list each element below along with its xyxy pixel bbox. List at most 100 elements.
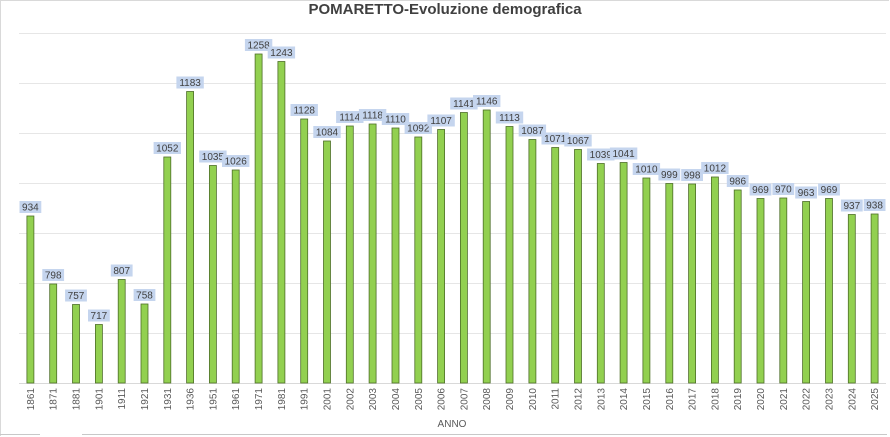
- bar-2003: [368, 123, 377, 384]
- x-tick-label: 1991: [300, 388, 311, 411]
- x-tick-label: 2009: [505, 388, 516, 411]
- data-label-background: [290, 104, 318, 116]
- bar-2018: [711, 176, 719, 384]
- data-label-background: [381, 113, 410, 125]
- x-tick-label: 2021: [779, 388, 790, 411]
- data-label: 1258: [247, 41, 270, 52]
- data-label: 1243: [270, 48, 293, 59]
- bar-1981: [277, 61, 286, 384]
- data-label-background: [404, 122, 432, 134]
- bar-1961: [231, 169, 240, 384]
- x-tick-label: 2003: [368, 388, 379, 411]
- bar-2015: [642, 177, 651, 384]
- x-axis-title: ANNO: [438, 419, 467, 430]
- data-label-background: [609, 147, 638, 160]
- x-tick-label: 2008: [482, 388, 493, 411]
- data-label: 969: [821, 185, 838, 196]
- data-label-background: [772, 183, 795, 195]
- x-tick-label: 2007: [459, 388, 470, 411]
- data-label-background: [863, 199, 886, 211]
- data-label: 1039: [590, 150, 613, 161]
- x-tick-label: 2020: [756, 388, 767, 411]
- x-tick-label: 1871: [49, 388, 60, 411]
- x-tick-label: 2018: [710, 388, 721, 411]
- data-label: 938: [866, 201, 883, 212]
- data-label: 807: [113, 266, 130, 277]
- bar-1971: [254, 53, 263, 384]
- data-label: 937: [843, 201, 860, 212]
- data-label-background: [153, 142, 181, 154]
- x-tick-label: 1911: [117, 388, 128, 410]
- data-label: 1113: [499, 113, 520, 124]
- data-label: 1010: [635, 165, 658, 176]
- data-label-background: [840, 199, 863, 212]
- x-tick-label: 2005: [414, 388, 425, 411]
- bar-2001: [323, 140, 331, 384]
- data-label: 1183: [179, 78, 201, 89]
- data-label-background: [518, 124, 547, 137]
- bar-1921: [140, 303, 149, 384]
- data-label: 1146: [476, 97, 498, 108]
- data-label-background: [658, 168, 681, 181]
- bar-2004: [391, 127, 400, 384]
- x-tick-label: 2002: [345, 388, 356, 411]
- chart-title: POMARETTO-Evoluzione demografica: [308, 1, 582, 18]
- x-tick-label: 2019: [733, 388, 744, 411]
- x-tick-label: 2004: [391, 388, 402, 411]
- bar-2020: [756, 198, 765, 384]
- bar-2017: [688, 183, 696, 384]
- bar-2007: [459, 112, 468, 384]
- data-label-background: [587, 148, 615, 161]
- data-label-background: [133, 289, 156, 301]
- bar-1936: [186, 91, 195, 384]
- data-label-background: [267, 46, 296, 59]
- data-label: 1035: [202, 152, 225, 163]
- bar-2012: [574, 149, 582, 384]
- bar-2019: [733, 189, 742, 384]
- data-label: 798: [45, 271, 62, 282]
- x-tick-label: 2014: [619, 388, 630, 411]
- bar-2005: [414, 136, 423, 384]
- data-label-background: [681, 169, 703, 181]
- data-label-background: [701, 162, 729, 174]
- data-label-background: [176, 76, 204, 89]
- data-label: 1087: [521, 126, 544, 137]
- data-label-background: [42, 269, 65, 281]
- x-tick-label: 1861: [26, 388, 37, 411]
- data-label-background: [313, 126, 341, 138]
- bar-2021: [779, 197, 788, 384]
- x-tick-label: 2017: [688, 388, 699, 411]
- x-tick-label: 2022: [802, 388, 813, 411]
- data-label: 999: [661, 170, 678, 181]
- data-label-background: [427, 114, 455, 127]
- x-tick-label: 1971: [254, 388, 265, 411]
- data-label: 1107: [430, 116, 452, 127]
- x-tick-label: 2001: [323, 388, 334, 411]
- data-label-background: [726, 175, 749, 187]
- data-labels: 934 798 757 717 807 758 1052 1183 1035 1026 125812…: [19, 39, 886, 322]
- x-tick-label: 2010: [528, 388, 539, 411]
- data-label: 969: [752, 185, 769, 196]
- x-tick-label: 2013: [596, 388, 607, 411]
- data-label: 758: [136, 291, 153, 302]
- data-label-background: [110, 264, 133, 277]
- bar-2002: [345, 125, 354, 384]
- bar-1901: [95, 324, 103, 384]
- bar-2010: [528, 139, 537, 384]
- data-label-background: [795, 186, 817, 199]
- data-label-background: [473, 95, 501, 107]
- data-label: 1092: [407, 124, 430, 135]
- data-label: 1026: [225, 157, 248, 168]
- bar-2014: [619, 162, 628, 384]
- bar-2006: [437, 129, 446, 384]
- bar-1951: [208, 165, 217, 384]
- data-label: 1071: [544, 134, 567, 145]
- bar-2008: [482, 109, 491, 384]
- x-tick-label: 1881: [72, 388, 83, 411]
- data-label: 963: [798, 188, 815, 199]
- data-label: 1118: [362, 111, 383, 122]
- data-label: 757: [68, 291, 85, 302]
- x-tick-labels: 1861 1871 1881 1901 1911 1921 1931 1936 1951 1961…: [26, 388, 881, 411]
